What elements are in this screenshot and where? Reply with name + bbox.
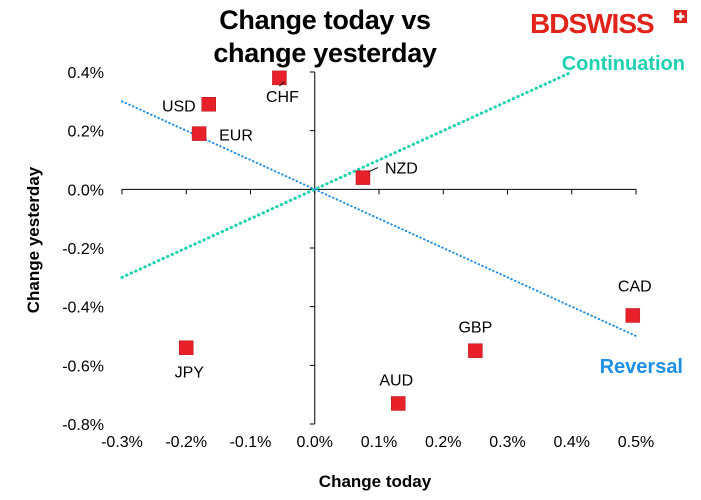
y-tick-label: -0.6% (62, 358, 104, 375)
x-tick-label: -0.2% (165, 434, 207, 451)
data-point-nzd (355, 170, 371, 185)
point-label-eur: EUR (219, 128, 253, 145)
y-tick-label: 0.0% (68, 182, 104, 199)
y-tick-label: -0.8% (62, 417, 104, 434)
y-tick-label: -0.2% (62, 241, 104, 258)
data-point-gbp (468, 343, 483, 358)
axes (121, 71, 637, 425)
data-point-jpy (179, 340, 194, 355)
bdswiss-logo-text: BDSWISS (530, 8, 654, 38)
x-tick-label: 0.2% (425, 434, 461, 451)
point-label-cad: CAD (618, 278, 652, 295)
data-point-aud (391, 396, 406, 411)
tick-labels: -0.3% -0.2% -0.1% 0.0% 0.1% 0.2% 0.3% 0.4% 0.5% 0… (62, 65, 654, 451)
trend-lines (120, 70, 637, 337)
point-label-nzd: NZD (385, 161, 418, 178)
y-tick-label: 0.4% (68, 65, 104, 82)
chart-title-line2: change yesterday (213, 38, 437, 68)
point-label-chf: CHF (266, 89, 299, 106)
data-point-usd (201, 97, 216, 112)
x-tick-label: -0.1% (230, 434, 272, 451)
data-point-chf (272, 70, 287, 86)
point-label-aud: AUD (379, 372, 413, 389)
y-axis-label: Change yesterday (24, 166, 43, 314)
x-tick-label: 0.1% (361, 434, 397, 451)
point-label-jpy: JPY (175, 365, 205, 382)
x-tick-label: 0.4% (554, 434, 590, 451)
y-tick-label: 0.2% (68, 124, 104, 141)
chart-title: Change today vs change yesterday (180, 4, 470, 70)
x-tick-label: 0.3% (489, 434, 525, 451)
data-point-eur (191, 126, 207, 141)
bdswiss-logo: BDSWISS (530, 8, 687, 38)
x-tick-label: -0.3% (101, 434, 143, 451)
data-point-cad (625, 308, 641, 323)
reversal-annotation: Reversal (599, 356, 683, 378)
point-label-usd: USD (162, 98, 196, 115)
x-tick-label: 0.0% (297, 434, 333, 451)
data-points: USD EUR CHF NZD JPY AUD GBP CAD (162, 70, 652, 411)
continuation-annotation: Continuation (561, 53, 685, 75)
leader-line-chf (279, 81, 285, 87)
x-tick-label: 0.5% (618, 434, 654, 451)
leader-line-nzd (368, 167, 379, 173)
point-label-gbp: GBP (458, 320, 492, 337)
swiss-cross-mark (676, 12, 685, 21)
chart-title-line1: Change today vs (219, 5, 431, 35)
x-axis-label: Change today (318, 472, 432, 491)
y-tick-label: -0.4% (62, 300, 104, 317)
